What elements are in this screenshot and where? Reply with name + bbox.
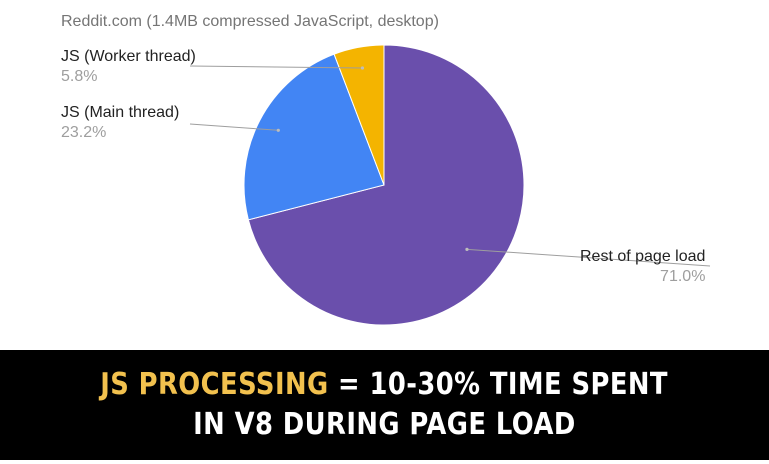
slice-js-main-thread <box>243 53 385 221</box>
leader-line <box>189 123 279 131</box>
banner-line-1-text: = 10-30% TIME SPENT <box>329 367 669 402</box>
pie-chart: Reddit.com (1.4MB compressed JavaScript,… <box>61 13 711 326</box>
slice-percent: 71.0% <box>660 268 706 285</box>
leader-dot <box>360 66 365 70</box>
slice-name: JS (Main thread) <box>61 104 180 121</box>
leader-line <box>189 65 363 69</box>
slice-percent: 23.2% <box>61 124 107 141</box>
slice-name: Rest of page load <box>580 248 706 265</box>
slice-label-rest-of-page-load: Rest of page load 71.0% <box>580 247 705 287</box>
pie-svg <box>189 44 711 326</box>
banner-line-2: IN V8 DURING PAGE LOAD <box>193 407 576 442</box>
leader-dot <box>465 247 469 251</box>
slice-percent: 5.8% <box>61 68 98 85</box>
leader-dot <box>276 128 280 132</box>
caption-banner: JS PROCESSING = 10-30% TIME SPENT IN V8 … <box>0 350 769 460</box>
chart-title: Reddit.com (1.4MB compressed JavaScript,… <box>61 13 439 30</box>
banner-line-1: JS PROCESSING = 10-30% TIME SPENT <box>101 365 669 405</box>
slice-name: JS (Worker thread) <box>61 48 196 65</box>
slice-label-js-main-thread: JS (Main thread) 23.2% <box>61 103 179 143</box>
slice-rest-of-page-load <box>247 44 525 326</box>
leader-line <box>466 248 711 267</box>
slice-label-js-worker-thread: JS (Worker thread) 5.8% <box>61 47 196 87</box>
banner-highlight: JS PROCESSING <box>100 367 330 402</box>
slice-js-worker-thread <box>333 44 385 186</box>
